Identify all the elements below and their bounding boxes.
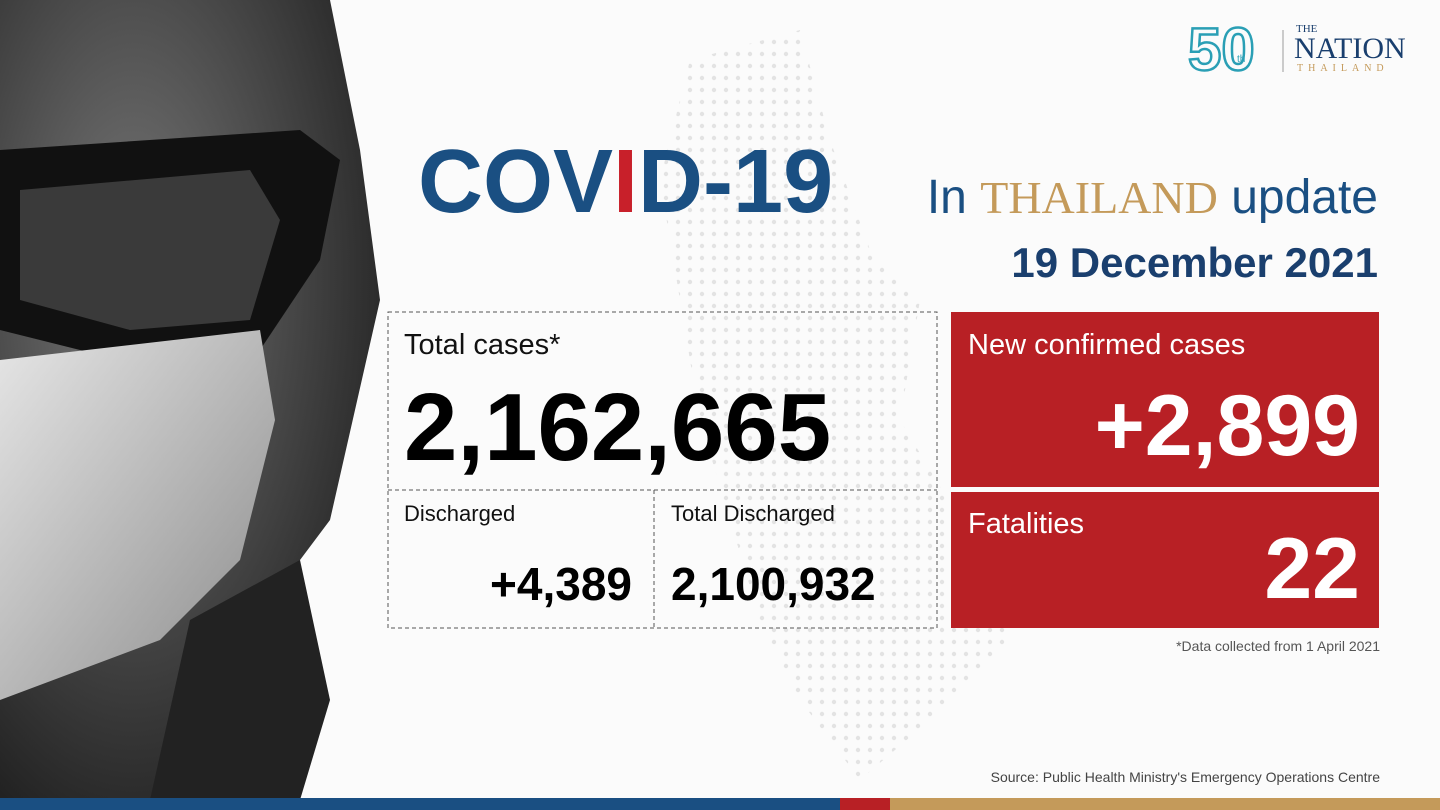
stat-value: +4,389 <box>490 558 632 610</box>
stat-label: Total Discharged <box>671 501 835 526</box>
stat-label: Discharged <box>404 501 515 526</box>
stats-box <box>387 311 938 629</box>
subtitle-place: THAILAND <box>980 172 1218 223</box>
date: 19 December 2021 <box>1011 239 1378 286</box>
note: *Data collected from 1 April 2021 <box>1176 638 1380 654</box>
stat-value: 22 <box>1264 521 1360 617</box>
subtitle-update: update <box>1231 171 1378 224</box>
stat-value: 2,162,665 <box>404 374 831 481</box>
stat-label: Fatalities <box>968 508 1084 540</box>
title-part: D-19 <box>638 132 833 232</box>
logo-50: 50 <box>1188 16 1255 83</box>
map-dots <box>660 30 1010 780</box>
stat-value: +2,899 <box>1095 378 1360 474</box>
logo-th: th <box>1237 54 1245 65</box>
red-panel <box>951 492 1379 628</box>
subtitle: In THAILAND update <box>927 171 1378 224</box>
logo-nation: NATION <box>1294 32 1406 65</box>
logo: 50 th THE NATION THAILAND <box>1187 15 1406 85</box>
logo-thailand: THAILAND <box>1297 63 1389 74</box>
source: Source: Public Health Ministry's Emergen… <box>991 769 1381 785</box>
stat-label: New confirmed cases <box>968 329 1245 361</box>
red-panel <box>951 312 1379 487</box>
stat-label: Total cases* <box>404 329 560 361</box>
stat-value: 2,100,932 <box>671 558 876 610</box>
title-part: COV <box>418 132 613 232</box>
subtitle-in: In <box>927 171 967 224</box>
masked-figure <box>0 0 380 800</box>
bottom-stripe <box>0 798 1440 810</box>
title: COVID-19 <box>418 132 833 232</box>
logo-the: THE <box>1296 23 1318 35</box>
title-part: I <box>613 132 638 232</box>
